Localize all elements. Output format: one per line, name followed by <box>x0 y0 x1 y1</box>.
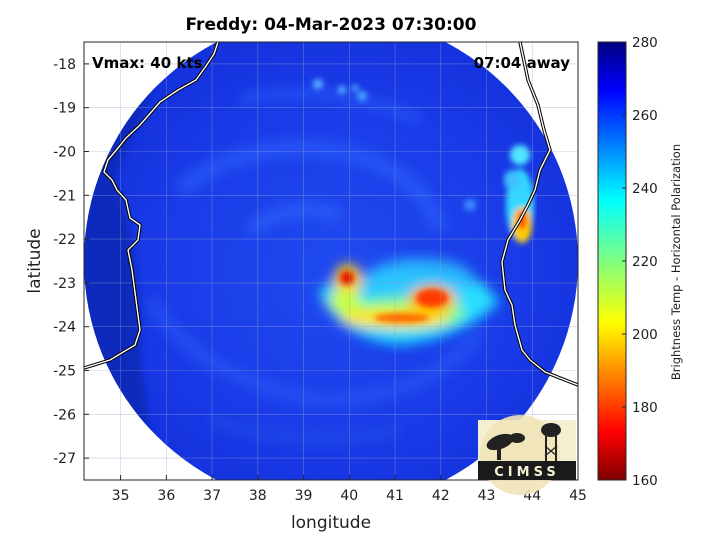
x-axis-label: longitude <box>291 513 371 533</box>
y-tick-label: -24 <box>53 320 76 336</box>
coastlines <box>84 42 578 387</box>
colorbar-tick-label: 160 <box>632 473 658 489</box>
y-tick-label: -26 <box>53 407 76 423</box>
colorbar-tick-label: 260 <box>632 108 658 124</box>
y-tick-label: -21 <box>53 188 76 204</box>
plot-frame <box>83 41 579 481</box>
colorbar-tick-label: 240 <box>632 181 658 197</box>
grid-lines <box>84 42 578 480</box>
x-tick-label: 40 <box>340 488 358 504</box>
x-tick-label: 42 <box>432 488 450 504</box>
y-tick-label: -22 <box>53 232 76 248</box>
y-tick-label: -25 <box>53 364 76 380</box>
x-tick-label: 39 <box>295 488 313 504</box>
y-tick-label: -27 <box>53 451 76 467</box>
y-tick-label: -19 <box>53 101 76 117</box>
y-axis: -18 -19 -20 -21 -22 -23 -24 -25 -26 -27 <box>53 57 89 467</box>
colorbar-tick-label: 280 <box>632 35 658 51</box>
x-tick-label: 41 <box>386 488 404 504</box>
colorbar-tick-label: 200 <box>632 327 658 343</box>
time-offset-annotation: 07:04 away <box>474 54 571 72</box>
x-tick-label: 38 <box>249 488 267 504</box>
x-tick-label: 43 <box>478 488 496 504</box>
x-axis: 35 36 37 38 39 40 41 42 43 44 45 <box>112 475 587 504</box>
colorbar-label: Brightness Temp - Horizontal Polarizatio… <box>669 144 683 380</box>
colorbar-tick-label: 180 <box>632 400 658 416</box>
chart-title: Freddy: 04-Mar-2023 07:30:00 <box>186 15 477 35</box>
x-tick-label: 45 <box>569 488 587 504</box>
y-tick-label: -20 <box>53 145 76 161</box>
y-tick-label: -23 <box>53 276 76 292</box>
vmax-annotation: Vmax: 40 kts <box>92 54 202 72</box>
x-tick-label: 35 <box>112 488 130 504</box>
x-tick-label: 36 <box>157 488 175 504</box>
y-tick-label: -18 <box>53 57 76 73</box>
y-axis-label: latitude <box>25 228 45 293</box>
colorbar: 160 180 200 220 240 260 280 Brightness Temp - … <box>597 35 683 489</box>
cimss-logo-text: CIMSS <box>494 465 559 480</box>
cimss-logo: CIMSS <box>478 415 576 495</box>
colorbar-gradient <box>598 42 626 480</box>
colorbar-tick-label: 220 <box>632 254 658 270</box>
x-tick-label: 37 <box>203 488 221 504</box>
